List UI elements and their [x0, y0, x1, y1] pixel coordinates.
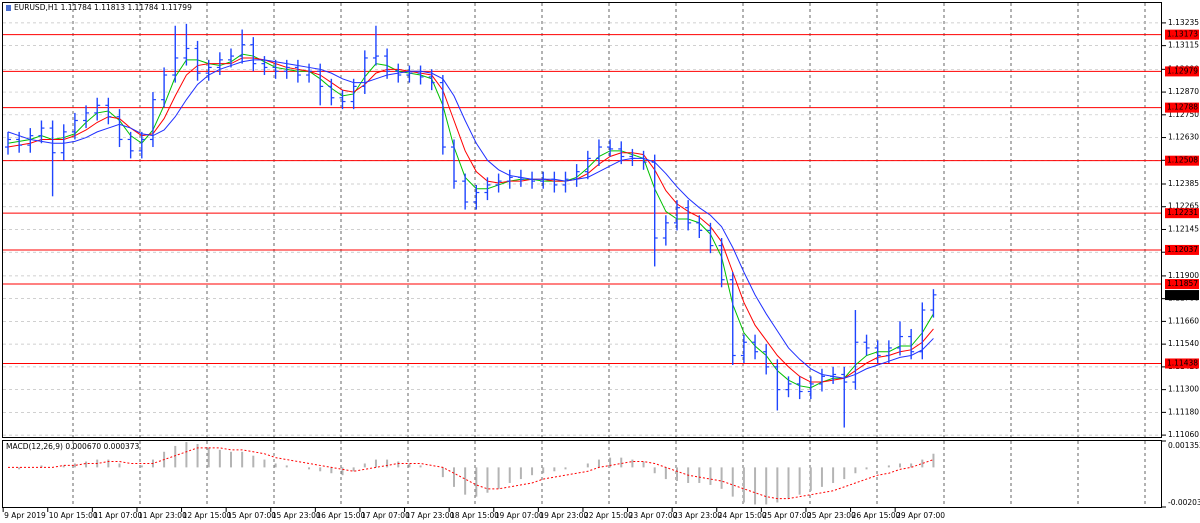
level-label-box: [1165, 102, 1199, 113]
x-tick-label: 19 Apr 07:00: [495, 511, 544, 520]
level-label: 1.11438: [1167, 358, 1198, 367]
x-tick-label: 22 Apr 15:00: [584, 511, 633, 520]
level-label-box: [1165, 244, 1199, 255]
x-tick-label: 10 Apr 15:00: [49, 511, 98, 520]
x-tick-label: 23 Apr 07:00: [629, 511, 678, 520]
y-tick-label: 1.12145: [1168, 224, 1199, 233]
y-tick-label: 1.11900: [1168, 271, 1199, 280]
x-tick-label: 25 Apr 23:00: [807, 511, 856, 520]
y-tick-label: 1.11540: [1168, 339, 1199, 348]
x-tick-label: 15 Apr 23:00: [272, 511, 321, 520]
moving-average: [7, 57, 934, 383]
level-label-box: [1165, 29, 1199, 40]
level-label: 1.12979: [1167, 66, 1198, 75]
y-tick-label: -0.002032: [1168, 498, 1200, 507]
x-tick-label: 17 Apr 23:00: [406, 511, 455, 520]
x-tick-label: 16 Apr 15:00: [316, 511, 365, 520]
level-label-box: [1165, 279, 1199, 290]
x-tick-label: 18 Apr 15:00: [450, 511, 499, 520]
level-label: 1.11857: [1167, 279, 1198, 288]
level-label: 1.12231: [1167, 208, 1198, 217]
level-label: 1.13173: [1167, 30, 1198, 39]
y-tick-label: 1.12630: [1168, 133, 1199, 142]
x-tick-label: 19 Apr 23:00: [539, 511, 588, 520]
level-label: 1.12037: [1167, 245, 1198, 254]
symbol-icon: [6, 5, 11, 11]
y-tick-label: 1.12870: [1168, 87, 1199, 96]
level-label-box: [1165, 155, 1199, 166]
y-tick-label: 1.13115: [1168, 41, 1199, 50]
y-tick-label: 1.13235: [1168, 18, 1199, 27]
y-tick-label: 0.001353: [1168, 441, 1200, 450]
level-label: 1.12788: [1167, 103, 1198, 112]
y-tick-label: 1.12750: [1168, 110, 1199, 119]
signal-line: [8, 447, 934, 500]
y-tick-label: 1.11300: [1168, 385, 1199, 394]
macd-title: MACD(12,26,9) 0.000670 0.000373: [6, 442, 140, 451]
y-tick-label: 1.11660: [1168, 316, 1199, 325]
level-label: 1.12508: [1167, 156, 1198, 165]
moving-average: [7, 59, 934, 379]
moving-average: [7, 53, 934, 389]
level-label-box: [1165, 358, 1199, 369]
x-tick-label: 26 Apr 15:00: [852, 511, 901, 520]
last-price-box: [1165, 290, 1199, 301]
x-tick-label: 15 Apr 07:00: [227, 511, 276, 520]
x-tick-label: 12 Apr 15:00: [183, 511, 232, 520]
x-tick-label: 17 Apr 07:00: [361, 511, 410, 520]
macd-pane-border: [2, 440, 1162, 508]
x-tick-label: 25 Apr 07:00: [762, 511, 811, 520]
chart-title: EURUSD,H1 1.11784 1.11813 1.11784 1.1179…: [14, 3, 192, 12]
main-pane-border: [2, 2, 1162, 438]
x-tick-label: 11 Apr 23:00: [138, 511, 187, 520]
x-tick-label: 11 Apr 07:00: [93, 511, 142, 520]
y-tick-label: 1.12265: [1168, 202, 1199, 211]
x-tick-label: 23 Apr 23:00: [673, 511, 722, 520]
level-label-box: [1165, 208, 1199, 219]
last-price-label: 1.11799: [1167, 290, 1198, 299]
x-tick-label: 9 Apr 2019: [4, 511, 46, 520]
level-label-box: [1165, 66, 1199, 77]
x-tick-label: 24 Apr 15:00: [718, 511, 767, 520]
x-tick-label: 29 Apr 07:00: [896, 511, 945, 520]
y-tick-label: 1.11060: [1168, 430, 1199, 439]
y-tick-label: 1.11180: [1168, 407, 1199, 416]
layer: 1.132351.131151.129901.128701.127501.126…: [2, 3, 1200, 520]
y-tick-label: 1.12385: [1168, 179, 1199, 188]
